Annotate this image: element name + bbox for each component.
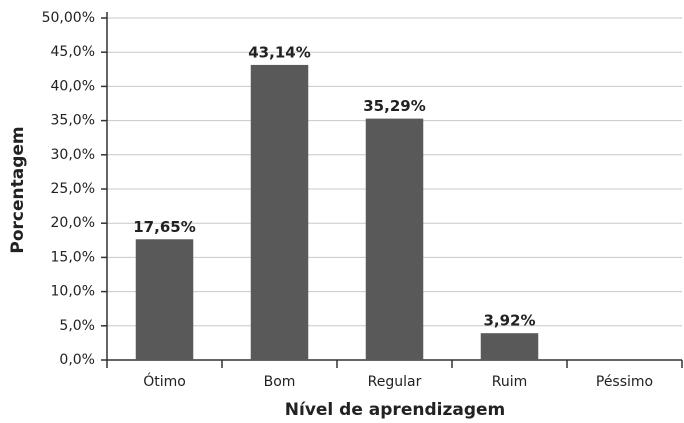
y-tick-label: 0,0%	[59, 352, 95, 368]
value-label: 35,29%	[363, 97, 425, 115]
value-label: 17,65%	[133, 218, 195, 236]
y-tick-label: 20,0%	[51, 215, 95, 231]
y-axis-label: Porcentagem	[8, 126, 28, 253]
y-tick-label: 35,0%	[51, 113, 95, 129]
x-axis-label: Nível de aprendizagem	[285, 400, 505, 420]
value-label: 3,92%	[483, 312, 535, 330]
y-tick-label: 45,0%	[51, 44, 95, 60]
bar	[250, 64, 309, 361]
y-tick-label: 5,0%	[59, 318, 95, 334]
x-tick-label: Bom	[264, 374, 296, 390]
y-tick-label: 30,0%	[51, 147, 95, 163]
x-tick-label: Ótimo	[143, 372, 186, 390]
bar	[480, 333, 539, 360]
y-tick-label: 50,00%	[42, 10, 95, 26]
x-tick-label: Péssimo	[596, 374, 653, 390]
bar	[365, 118, 424, 361]
x-tick-label: Ruim	[492, 374, 528, 390]
y-tick-label: 40,0%	[51, 78, 95, 94]
y-tick-label: 15,0%	[51, 249, 95, 265]
y-tick-label: 25,0%	[51, 181, 95, 197]
y-tick-label: 10,0%	[51, 284, 95, 300]
value-label: 43,14%	[248, 43, 310, 61]
bar	[135, 239, 194, 360]
x-tick-label: Regular	[368, 374, 422, 390]
